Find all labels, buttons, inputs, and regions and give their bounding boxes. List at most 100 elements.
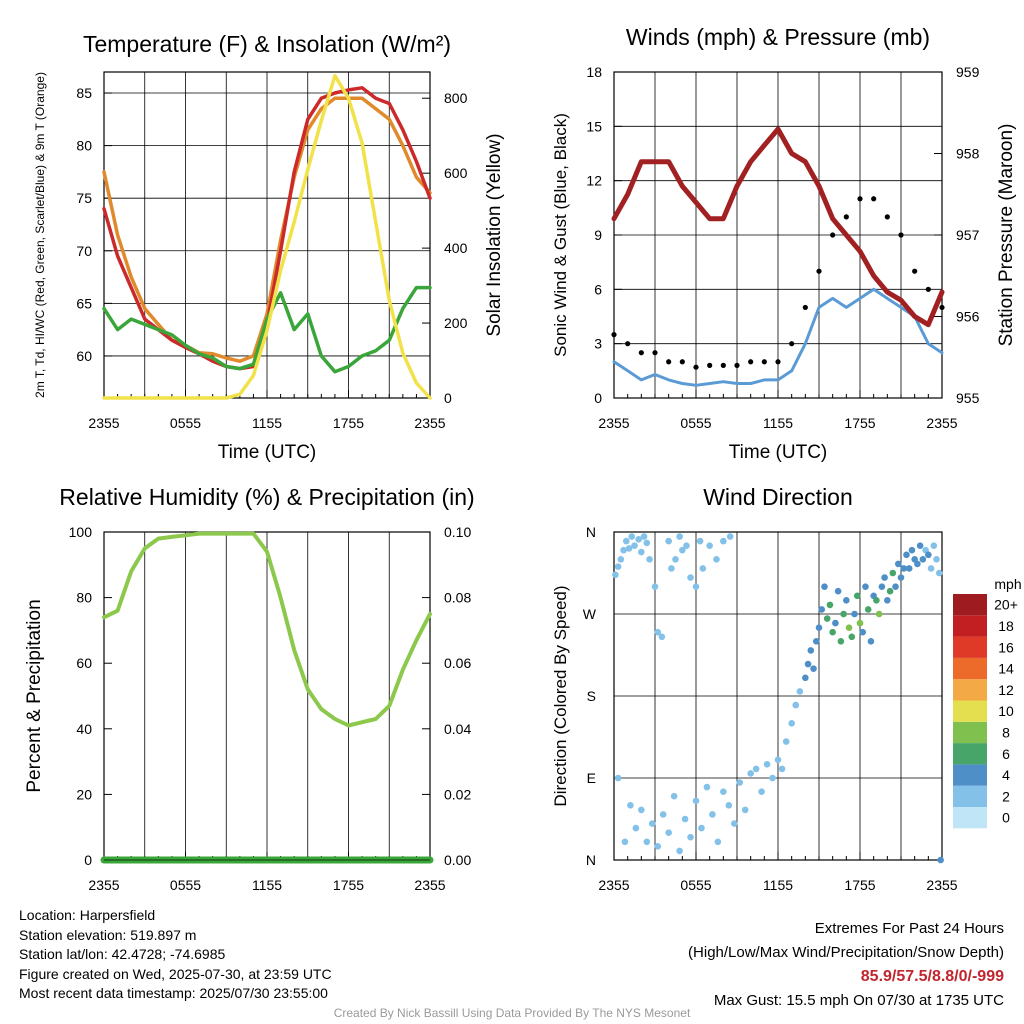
y-right-tick-label: 958	[956, 146, 980, 162]
direction-point	[617, 556, 625, 563]
direction-point	[713, 556, 720, 563]
direction-point	[769, 774, 776, 782]
direction-point	[894, 560, 902, 568]
direction-point	[862, 583, 869, 590]
direction-point	[696, 537, 704, 545]
colorbar-swatch	[953, 807, 987, 829]
direction-point	[859, 628, 867, 636]
direction-point	[840, 610, 847, 618]
chart-title: Winds (mph) & Pressure (mb)	[626, 24, 930, 50]
direction-point	[843, 597, 850, 604]
y-right-tick-label: 955	[956, 390, 980, 406]
y-right-tick-label: 0.06	[444, 655, 471, 671]
direction-point	[681, 815, 689, 823]
direction-point	[670, 792, 678, 800]
direction-point	[621, 838, 629, 846]
y-right-tick-label: 800	[444, 90, 468, 106]
direction-point	[856, 619, 864, 627]
direction-point	[818, 606, 826, 613]
colorbar-swatch	[953, 594, 987, 616]
direction-point	[810, 665, 817, 672]
gust-point	[638, 350, 644, 356]
direction-point	[665, 829, 672, 836]
direction-point	[654, 843, 662, 850]
direction-point	[937, 856, 944, 864]
direction-point	[679, 546, 686, 554]
direction-point	[821, 583, 828, 590]
y-right-tick-label: 0	[444, 390, 452, 406]
direction-point	[815, 624, 823, 631]
y-axis-label: Sonic Wind & Gust (Blue, Black)	[551, 113, 570, 357]
direction-point	[698, 824, 705, 832]
y-tick-label: 80	[76, 590, 92, 606]
colorbar-label: 10	[998, 703, 1014, 719]
direction-point	[625, 545, 633, 552]
recent-data-text: Most recent data timestamp: 2025/07/30 2…	[19, 985, 328, 1001]
elevation-text: Station elevation: 519.897 m	[19, 926, 197, 943]
direction-point	[873, 597, 880, 604]
direction-point	[659, 811, 667, 818]
y-tick-label: N	[586, 524, 596, 540]
y-tick-label: 3	[594, 336, 602, 352]
x-tick-label: 1155	[252, 877, 282, 893]
direction-point	[834, 587, 842, 595]
direction-point	[851, 610, 858, 618]
direction-point	[703, 783, 711, 791]
direction-point	[804, 660, 812, 668]
gust-point	[693, 364, 699, 370]
gust-point	[830, 232, 836, 238]
direction-point	[823, 615, 831, 622]
x-axis-label: Time (UTC)	[729, 442, 828, 463]
direction-point	[725, 802, 733, 809]
direction-point	[829, 628, 836, 636]
gust-point	[679, 359, 685, 365]
direction-point	[782, 738, 790, 745]
direction-point	[658, 633, 666, 641]
direction-point	[676, 533, 683, 540]
y-axis-label: Percent & Precipitation	[24, 599, 45, 792]
y-tick-label: 60	[76, 348, 92, 364]
direction-point	[908, 546, 916, 554]
chart-panel-4: 2355 0555 1155 1755 2355 Wind Direction N E S W N D…	[551, 484, 1022, 893]
direction-point	[832, 619, 839, 627]
colorbar-title: mph	[994, 576, 1021, 592]
direction-point	[788, 720, 795, 727]
colorbar-label: 14	[998, 661, 1014, 677]
y-right-tick-label: 200	[444, 315, 468, 331]
direction-point	[878, 583, 886, 590]
y-right-tick-label: 0.08	[444, 590, 471, 606]
location-text: Location: Harpersfield	[19, 907, 156, 923]
direction-point	[643, 539, 651, 547]
colorbar-label: 12	[998, 682, 1014, 698]
direction-point	[676, 847, 683, 855]
y-axis-label: 2m T, Td, HI/WC (Red, Green, Scarlet/Blu…	[33, 72, 47, 398]
gust-point	[734, 362, 740, 368]
direction-point	[692, 797, 700, 805]
gust-point	[939, 304, 945, 311]
y-tick-label: 0	[84, 852, 92, 868]
sonic-wind-line	[612, 287, 944, 387]
direction-point	[897, 574, 905, 581]
y-right-tick-label: 957	[956, 227, 980, 243]
direction-point	[812, 638, 820, 645]
y-right-tick-label: 956	[956, 309, 980, 325]
direction-point	[914, 560, 921, 568]
colorbar-swatch	[953, 743, 987, 765]
direction-point	[905, 565, 913, 572]
created-text: Figure created on Wed, 2025-07-30, at 23…	[19, 965, 332, 982]
chart-panel-1: 2355 0555 1155 1755 2355 Temperature (F) & In…	[33, 31, 505, 463]
y-tick-label: 70	[76, 243, 92, 259]
y-tick-label: 40	[76, 721, 92, 737]
max-gust-text: Max Gust: 15.5 mph On 07/30 at 1735 UTC	[713, 992, 1004, 1009]
gust-point	[857, 196, 863, 202]
direction-point	[930, 542, 938, 549]
y-axis-label: Direction (Colored By Speed)	[551, 585, 570, 806]
gust-point	[884, 214, 890, 220]
direction-point	[933, 556, 940, 563]
direction-point	[638, 548, 645, 556]
y-tick-label: 75	[76, 190, 92, 206]
gust-point	[761, 359, 767, 365]
y-tick-label: 20	[76, 786, 92, 802]
gust-point	[652, 350, 658, 356]
x-tick-label: 2355	[414, 415, 445, 431]
